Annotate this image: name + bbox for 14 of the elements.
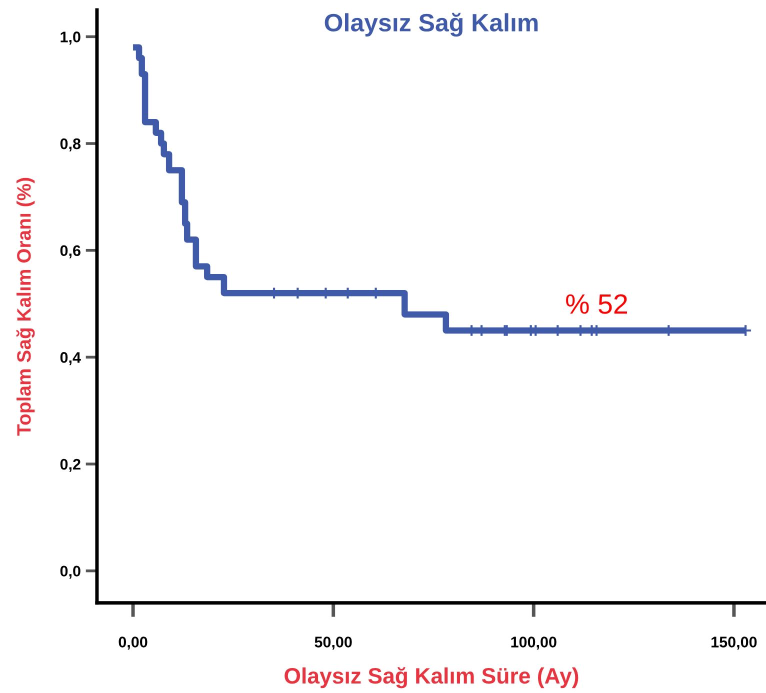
chart-title: Olaysız Sağ Kalım (324, 12, 538, 37)
y-axis-title: Toplam Sağ Kalım Oranı (%) (16, 178, 35, 436)
x-axis-title: Olaysız Sağ Kalım Süre (Ay) (284, 667, 578, 688)
x-tick-label: 0,00 (118, 636, 148, 650)
y-tick-label: 0,4 (60, 352, 81, 366)
y-tick-label: 1,0 (60, 32, 80, 45)
x-tick-label: 100,00 (511, 636, 556, 650)
y-tick-label: 0,0 (60, 566, 80, 579)
y-tick-label: 0,2 (60, 458, 80, 472)
x-tick-label: 150,00 (712, 636, 757, 650)
annotation: % 52 (566, 294, 627, 314)
y-tick-label: 0,6 (60, 245, 80, 258)
y-tick-label: 0,8 (60, 138, 81, 152)
x-tick-label: 50,00 (314, 636, 352, 650)
